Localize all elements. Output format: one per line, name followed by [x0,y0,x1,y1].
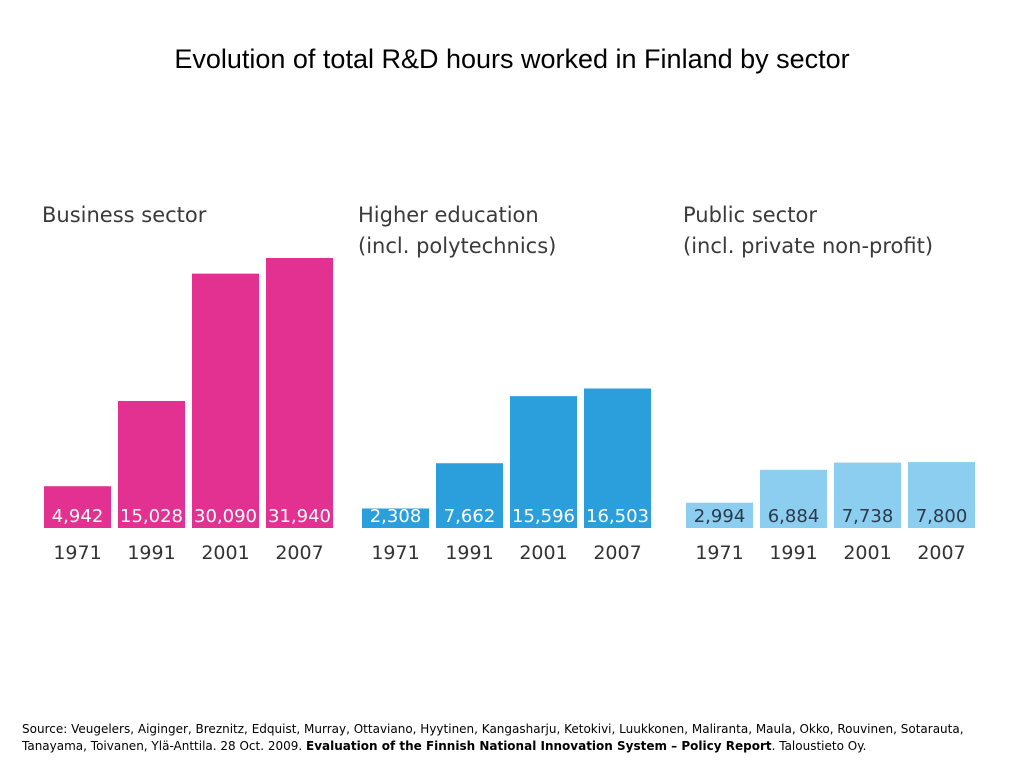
x-tick-label: 2007 [917,542,965,564]
bar [834,462,901,528]
bar [686,502,753,528]
bar-value-label: 7,738 [842,506,894,527]
bar-value-label: 15,028 [120,506,183,527]
source-report-title: Evaluation of the Finnish National Innov… [306,739,772,753]
x-tick-label: 1991 [769,542,817,564]
panel-title-line: Higher education [358,203,539,227]
source-suffix: . Taloustieto Oy. [771,739,867,753]
bar [436,463,503,528]
bar-value-label: 7,800 [916,506,968,527]
bar [760,469,827,528]
bar [584,388,651,528]
x-tick-label: 1991 [127,542,175,564]
source-prefix: Source: Veugelers, Aiginger, Breznitz, E… [22,722,964,753]
bar-value-label: 2,308 [370,506,422,527]
x-tick-label: 1971 [53,542,101,564]
panel-title-business: Business sector [42,200,206,231]
bar-value-label: 7,662 [444,506,496,527]
panel-title-line: (incl. private non-profit) [683,234,934,258]
bar-value-label: 30,090 [194,506,257,527]
bar-value-label: 16,503 [586,506,649,527]
bar [118,400,185,528]
x-tick-label: 1971 [371,542,419,564]
slide-title: Evolution of total R&D hours worked in F… [174,44,850,74]
source-citation: Source: Veugelers, Aiginger, Breznitz, E… [22,721,1012,755]
panel-title-public-sector: Public sector (incl. private non-profit) [683,200,933,262]
bar [908,462,975,528]
bar [44,486,111,528]
bar-value-label: 2,994 [694,506,746,527]
bar [362,508,429,528]
bar-panel: 2,308 1971 7,662 1991 15,596 2001 16,503 2007 [362,388,651,564]
bar [510,396,577,528]
x-tick-label: 2001 [201,542,249,564]
bar-value-label: 6,884 [768,506,820,527]
bar [266,258,333,528]
bar-value-label: 15,596 [512,506,575,527]
bar-panel: 4,942 1971 15,028 1991 30,090 2001 31,940 2007 [44,258,333,564]
panel-title-higher-education: Higher education (incl. polytechnics) [358,200,556,262]
bar [192,273,259,528]
x-tick-label: 1971 [695,542,743,564]
panel-title-line: Business sector [42,203,207,227]
x-tick-label: 2007 [593,542,641,564]
panel-title-line: (incl. polytechnics) [358,234,557,258]
bar-value-label: 4,942 [52,506,104,527]
bar-panel: 2,994 1971 6,884 1991 7,738 2001 7,800 2007 [686,462,975,564]
bar-value-label: 31,940 [268,506,331,527]
x-tick-label: 2001 [843,542,891,564]
x-tick-label: 2007 [275,542,323,564]
x-tick-label: 2001 [519,542,567,564]
x-tick-label: 1991 [445,542,493,564]
panel-title-line: Public sector [683,203,817,227]
